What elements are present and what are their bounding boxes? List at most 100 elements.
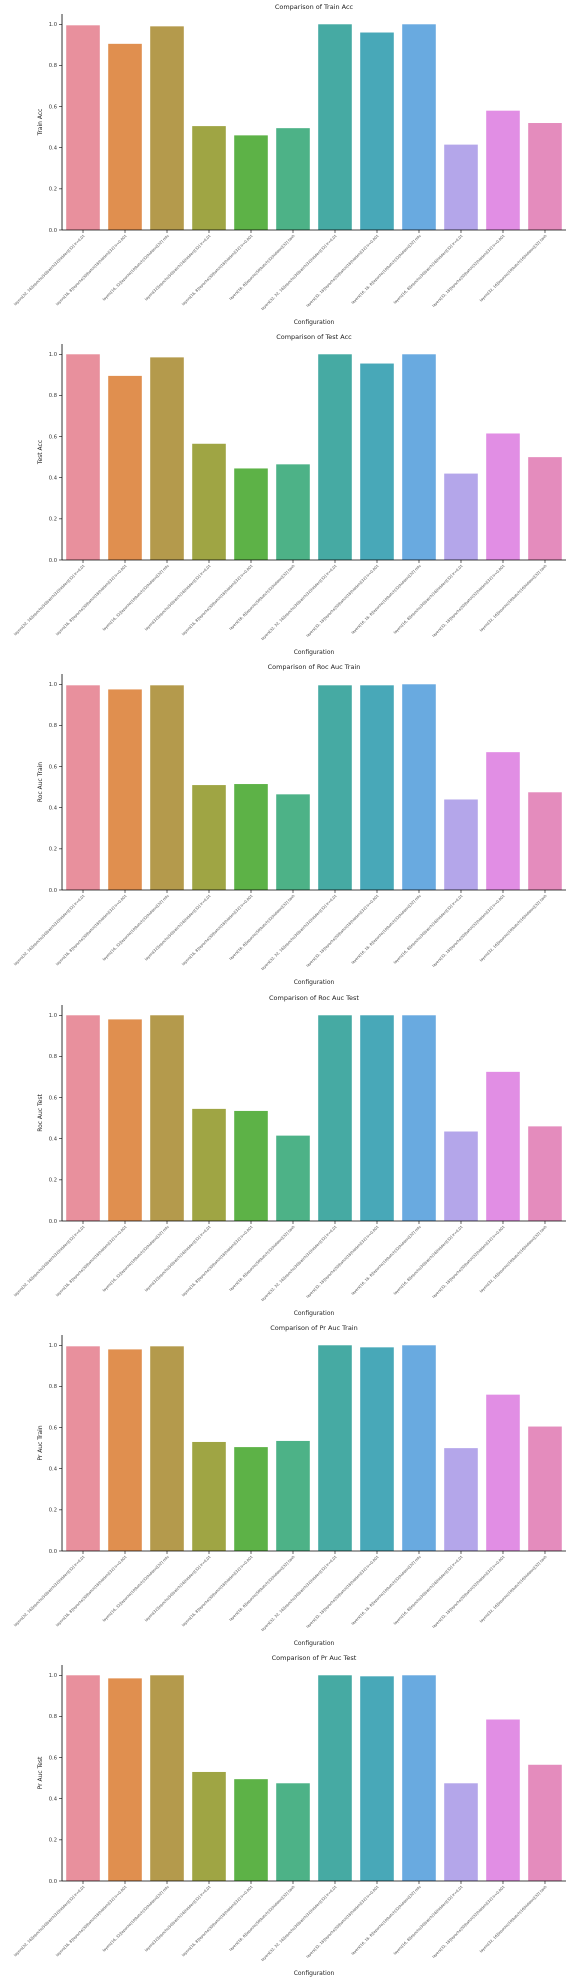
x-tick-label: layers[32, 32, 16]|epochs|30|batch|32|hi… <box>260 564 337 641</box>
y-axis-label: Roc Auc Test <box>37 1093 44 1131</box>
y-tick-label: 0.8 <box>49 724 57 730</box>
y-tick-label: 0.8 <box>49 63 57 69</box>
x-tick-label: layers[32]|epochs|50|batch|16|hidden|[32… <box>144 1224 212 1292</box>
bar-12 <box>528 1426 562 1551</box>
bar-8 <box>360 685 394 891</box>
bar-1 <box>66 1346 100 1551</box>
bar-5 <box>234 784 268 891</box>
y-axis-label: Roc Auc Train <box>37 762 44 802</box>
x-tick-label: layers[16, 8]|epochs|30|batch|16|hidden|… <box>393 564 464 635</box>
y-tick-label: 0.8 <box>49 393 57 399</box>
x-tick-label: layers[16, 8]|epochs|30|batch|16|hidden|… <box>55 894 127 966</box>
x-tick-label: layers[32, 16]|epochs|50|batch|32|hidden… <box>432 234 506 308</box>
y-tick-label: 0.6 <box>49 1095 57 1101</box>
y-tick-label: 0.8 <box>49 1714 57 1720</box>
bar-10 <box>444 799 478 891</box>
x-axis-label: Configuration <box>294 1310 335 1317</box>
bar-12 <box>528 1764 562 1881</box>
bar-3 <box>150 26 184 230</box>
bar-4 <box>192 1108 226 1221</box>
y-tick-label: 0.8 <box>49 1384 57 1390</box>
chart-1: Comparison of Train Acc 0.0 0.2 0.4 0.6 0.8 1.… <box>13 3 566 326</box>
bar-1 <box>66 25 100 230</box>
bar-12 <box>528 792 562 891</box>
bar-2 <box>108 1678 142 1881</box>
x-tick-label: layers[32, 16]|epochs|10|batch|16|hidden… <box>479 1555 548 1624</box>
y-axis-label: Train Acc <box>37 109 44 137</box>
x-tick-label: layers[16, 8]|epochs|50|batch|32|hidden|… <box>229 564 296 631</box>
chart-5: Comparison of Pr Auc Train 0.0 0.2 0.4 0.6 0.… <box>13 1324 566 1647</box>
bar-8 <box>360 1347 394 1551</box>
x-tick-label: layers[32, 32, 16]|epochs|30|batch|32|hi… <box>260 894 337 971</box>
bar-4 <box>192 1771 226 1881</box>
x-tick-label: layers[16, 32]|epochs|10|batch|32|hidden… <box>102 1224 170 1292</box>
y-tick-label: 0.4 <box>49 806 58 812</box>
x-tick-label: layers[32, 16]|epochs|50|batch|32|hidden… <box>13 564 85 636</box>
chart-title: Comparison of Train Acc <box>275 3 354 11</box>
x-tick-label: layers[16, 8]|epochs|50|batch|32|hidden|… <box>229 894 296 961</box>
x-tick-label: layers[32, 16]|epochs|50|batch|32|hidden… <box>432 1885 506 1959</box>
x-tick-label: layers[16, 8]|epochs|30|batch|16|hidden|… <box>181 894 253 966</box>
x-tick-label: layers[16, 16, 8]|epochs|10|batch|32|hid… <box>351 564 422 635</box>
bar-10 <box>444 473 478 561</box>
x-tick-label: layers[32, 16]|epochs|50|batch|32|hidden… <box>13 1224 85 1296</box>
bar-7 <box>318 685 352 891</box>
x-tick-label: layers[16, 8]|epochs|30|batch|16|hidden|… <box>181 1555 253 1627</box>
bar-3 <box>150 1014 184 1221</box>
bar-10 <box>444 144 478 230</box>
bar-4 <box>192 443 226 561</box>
x-tick-label: layers[32, 16]|epochs|50|batch|16|hidden… <box>306 1224 380 1298</box>
x-tick-label: layers[32, 16]|epochs|50|batch|32|hidden… <box>13 894 85 966</box>
bar-12 <box>528 123 562 230</box>
bar-7 <box>318 1345 352 1551</box>
x-tick-label: layers[32, 16]|epochs|50|batch|32|hidden… <box>432 1224 506 1298</box>
bar-1 <box>66 1675 100 1881</box>
y-tick-label: 0.6 <box>49 1755 57 1761</box>
x-tick-label: layers[32, 32, 16]|epochs|30|batch|32|hi… <box>260 234 337 311</box>
x-tick-label: layers[16, 8]|epochs|50|batch|32|hidden|… <box>229 1224 296 1291</box>
chart-title: Comparison of Pr Auc Test <box>272 1654 357 1662</box>
bar-1 <box>66 1014 100 1221</box>
chart-title: Comparison of Test Acc <box>276 333 352 341</box>
x-tick-label: layers[32, 16]|epochs|50|batch|32|hidden… <box>13 1885 85 1957</box>
bar-6 <box>276 794 310 891</box>
y-tick-label: 1.0 <box>49 22 57 28</box>
bar-11 <box>486 110 520 230</box>
bar-7 <box>318 354 352 561</box>
y-tick-label: 1.0 <box>49 1673 57 1679</box>
x-tick-label: layers[16, 32]|epochs|10|batch|32|hidden… <box>102 894 170 962</box>
x-tick-label: layers[16, 8]|epochs|30|batch|16|hidden|… <box>55 1555 127 1627</box>
y-tick-label: 0.4 <box>49 146 58 152</box>
bar-9 <box>402 24 436 230</box>
y-tick-label: 0.4 <box>49 1136 58 1142</box>
chart-2: Comparison of Test Acc 0.0 0.2 0.4 0.6 0.8 1.0… <box>13 333 566 656</box>
x-tick-label: layers[32, 32, 16]|epochs|30|batch|32|hi… <box>260 1555 337 1632</box>
bar-6 <box>276 128 310 230</box>
x-tick-label: layers[32]|epochs|50|batch|16|hidden|[32… <box>144 234 212 302</box>
x-tick-label: layers[16, 32]|epochs|10|batch|32|hidden… <box>102 234 170 302</box>
x-tick-label: layers[32, 16]|epochs|50|batch|32|hidden… <box>432 894 506 968</box>
y-tick-label: 0.4 <box>49 1466 58 1472</box>
x-tick-label: layers[16, 8]|epochs|30|batch|16|hidden|… <box>181 234 253 306</box>
bar-3 <box>150 1346 184 1551</box>
x-tick-label: layers[32, 16]|epochs|50|batch|16|hidden… <box>306 894 380 968</box>
x-tick-label: layers[32, 16]|epochs|10|batch|16|hidden… <box>479 1224 548 1293</box>
y-tick-label: 0.2 <box>49 517 57 523</box>
bar-5 <box>234 1446 268 1551</box>
x-tick-label: layers[16, 8]|epochs|30|batch|16|hidden|… <box>55 564 127 636</box>
chart-6: Comparison of Pr Auc Test 0.0 0.2 0.4 0.6 0.8… <box>13 1654 566 1977</box>
y-tick-label: 0.2 <box>49 847 57 853</box>
y-tick-label: 0.2 <box>49 1507 57 1513</box>
chart-title: Comparison of Roc Auc Test <box>269 994 359 1002</box>
y-tick-label: 1.0 <box>49 352 57 358</box>
x-tick-label: layers[32, 16]|epochs|50|batch|16|hidden… <box>306 1555 380 1629</box>
x-tick-label: layers[32, 16]|epochs|50|batch|32|hidden… <box>432 1555 506 1629</box>
bar-2 <box>108 1018 142 1221</box>
x-tick-label: layers[16, 8]|epochs|50|batch|32|hidden|… <box>229 234 296 301</box>
x-tick-label: layers[32, 16]|epochs|50|batch|16|hidden… <box>306 234 380 308</box>
x-tick-label: layers[16, 8]|epochs|30|batch|16|hidden|… <box>393 1885 464 1956</box>
x-tick-label: layers[32]|epochs|50|batch|16|hidden|[32… <box>144 894 212 962</box>
chart-title: Comparison of Roc Auc Train <box>268 663 361 671</box>
bar-5 <box>234 468 268 561</box>
